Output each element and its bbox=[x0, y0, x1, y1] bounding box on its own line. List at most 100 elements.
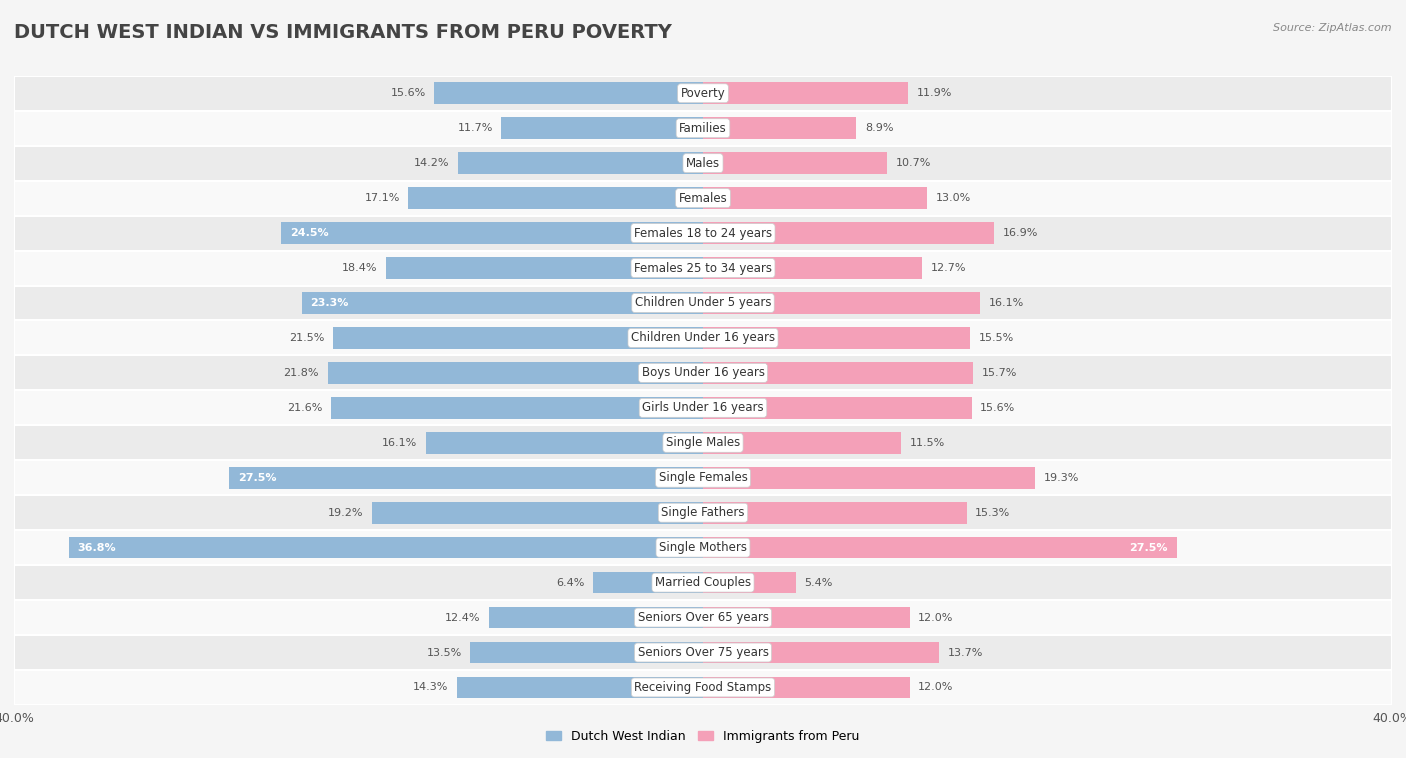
Bar bbox=[330, 397, 703, 418]
Bar bbox=[409, 187, 703, 209]
Bar bbox=[703, 537, 1177, 559]
Bar bbox=[281, 222, 703, 244]
FancyBboxPatch shape bbox=[14, 460, 1392, 495]
Text: 13.0%: 13.0% bbox=[935, 193, 970, 203]
Text: 14.2%: 14.2% bbox=[415, 158, 450, 168]
Text: 15.5%: 15.5% bbox=[979, 333, 1014, 343]
Bar bbox=[489, 606, 703, 628]
Text: 27.5%: 27.5% bbox=[238, 473, 277, 483]
Bar bbox=[703, 187, 927, 209]
Bar bbox=[302, 292, 703, 314]
Bar bbox=[703, 502, 966, 524]
Text: 23.3%: 23.3% bbox=[311, 298, 349, 308]
FancyBboxPatch shape bbox=[14, 635, 1392, 670]
Bar bbox=[703, 642, 939, 663]
Text: 13.7%: 13.7% bbox=[948, 647, 983, 657]
FancyBboxPatch shape bbox=[14, 76, 1392, 111]
Text: 15.6%: 15.6% bbox=[391, 88, 426, 99]
Bar bbox=[69, 537, 703, 559]
Text: 12.0%: 12.0% bbox=[918, 612, 953, 622]
Legend: Dutch West Indian, Immigrants from Peru: Dutch West Indian, Immigrants from Peru bbox=[547, 730, 859, 743]
FancyBboxPatch shape bbox=[14, 180, 1392, 215]
Text: Married Couples: Married Couples bbox=[655, 576, 751, 589]
Text: 8.9%: 8.9% bbox=[865, 124, 893, 133]
Text: 21.5%: 21.5% bbox=[288, 333, 323, 343]
Bar bbox=[703, 257, 922, 279]
FancyBboxPatch shape bbox=[14, 530, 1392, 565]
Text: Single Males: Single Males bbox=[666, 437, 740, 449]
Bar bbox=[703, 432, 901, 453]
Text: 17.1%: 17.1% bbox=[364, 193, 399, 203]
Text: Receiving Food Stamps: Receiving Food Stamps bbox=[634, 681, 772, 694]
Text: 15.6%: 15.6% bbox=[980, 402, 1015, 413]
Text: 12.4%: 12.4% bbox=[446, 612, 481, 622]
FancyBboxPatch shape bbox=[14, 600, 1392, 635]
Text: 27.5%: 27.5% bbox=[1129, 543, 1168, 553]
Text: Females 18 to 24 years: Females 18 to 24 years bbox=[634, 227, 772, 240]
Text: 13.5%: 13.5% bbox=[426, 647, 461, 657]
FancyBboxPatch shape bbox=[14, 495, 1392, 530]
Bar bbox=[502, 117, 703, 139]
Bar bbox=[328, 362, 703, 384]
Text: Single Fathers: Single Fathers bbox=[661, 506, 745, 519]
Text: Children Under 16 years: Children Under 16 years bbox=[631, 331, 775, 344]
FancyBboxPatch shape bbox=[14, 215, 1392, 251]
Text: 11.9%: 11.9% bbox=[917, 88, 952, 99]
Text: DUTCH WEST INDIAN VS IMMIGRANTS FROM PERU POVERTY: DUTCH WEST INDIAN VS IMMIGRANTS FROM PER… bbox=[14, 23, 672, 42]
Text: 11.7%: 11.7% bbox=[457, 124, 494, 133]
FancyBboxPatch shape bbox=[14, 111, 1392, 146]
Text: Boys Under 16 years: Boys Under 16 years bbox=[641, 366, 765, 380]
Bar bbox=[703, 222, 994, 244]
Text: 11.5%: 11.5% bbox=[910, 438, 945, 448]
Bar bbox=[426, 432, 703, 453]
FancyBboxPatch shape bbox=[14, 321, 1392, 356]
Bar bbox=[703, 292, 980, 314]
Text: 16.1%: 16.1% bbox=[382, 438, 418, 448]
Bar bbox=[703, 467, 1035, 489]
Text: Families: Families bbox=[679, 122, 727, 135]
Bar bbox=[471, 642, 703, 663]
FancyBboxPatch shape bbox=[14, 251, 1392, 286]
FancyBboxPatch shape bbox=[14, 286, 1392, 321]
Bar bbox=[703, 327, 970, 349]
Bar bbox=[703, 362, 973, 384]
Text: 21.6%: 21.6% bbox=[287, 402, 322, 413]
Text: 16.9%: 16.9% bbox=[1002, 228, 1038, 238]
FancyBboxPatch shape bbox=[14, 390, 1392, 425]
Text: 15.3%: 15.3% bbox=[976, 508, 1011, 518]
FancyBboxPatch shape bbox=[14, 670, 1392, 705]
Text: 12.7%: 12.7% bbox=[931, 263, 966, 273]
FancyBboxPatch shape bbox=[14, 425, 1392, 460]
Text: Males: Males bbox=[686, 157, 720, 170]
Bar bbox=[333, 327, 703, 349]
Bar bbox=[593, 572, 703, 594]
Bar bbox=[703, 606, 910, 628]
Bar bbox=[373, 502, 703, 524]
Bar bbox=[457, 677, 703, 698]
Text: Girls Under 16 years: Girls Under 16 years bbox=[643, 401, 763, 415]
FancyBboxPatch shape bbox=[14, 565, 1392, 600]
Text: 10.7%: 10.7% bbox=[896, 158, 931, 168]
Text: 12.0%: 12.0% bbox=[918, 682, 953, 693]
Bar bbox=[434, 83, 703, 104]
Bar bbox=[703, 572, 796, 594]
Text: 36.8%: 36.8% bbox=[77, 543, 117, 553]
Text: Children Under 5 years: Children Under 5 years bbox=[634, 296, 772, 309]
Text: Poverty: Poverty bbox=[681, 86, 725, 100]
Text: 21.8%: 21.8% bbox=[284, 368, 319, 378]
Bar bbox=[458, 152, 703, 174]
Text: Single Mothers: Single Mothers bbox=[659, 541, 747, 554]
Text: 24.5%: 24.5% bbox=[290, 228, 328, 238]
Text: Single Females: Single Females bbox=[658, 471, 748, 484]
Bar bbox=[703, 677, 910, 698]
Text: 14.3%: 14.3% bbox=[413, 682, 449, 693]
Text: 19.2%: 19.2% bbox=[328, 508, 364, 518]
Text: 15.7%: 15.7% bbox=[981, 368, 1018, 378]
Text: 6.4%: 6.4% bbox=[555, 578, 583, 587]
Bar bbox=[229, 467, 703, 489]
Text: Source: ZipAtlas.com: Source: ZipAtlas.com bbox=[1274, 23, 1392, 33]
Bar bbox=[703, 397, 972, 418]
Text: 16.1%: 16.1% bbox=[988, 298, 1024, 308]
FancyBboxPatch shape bbox=[14, 356, 1392, 390]
Text: Females 25 to 34 years: Females 25 to 34 years bbox=[634, 262, 772, 274]
